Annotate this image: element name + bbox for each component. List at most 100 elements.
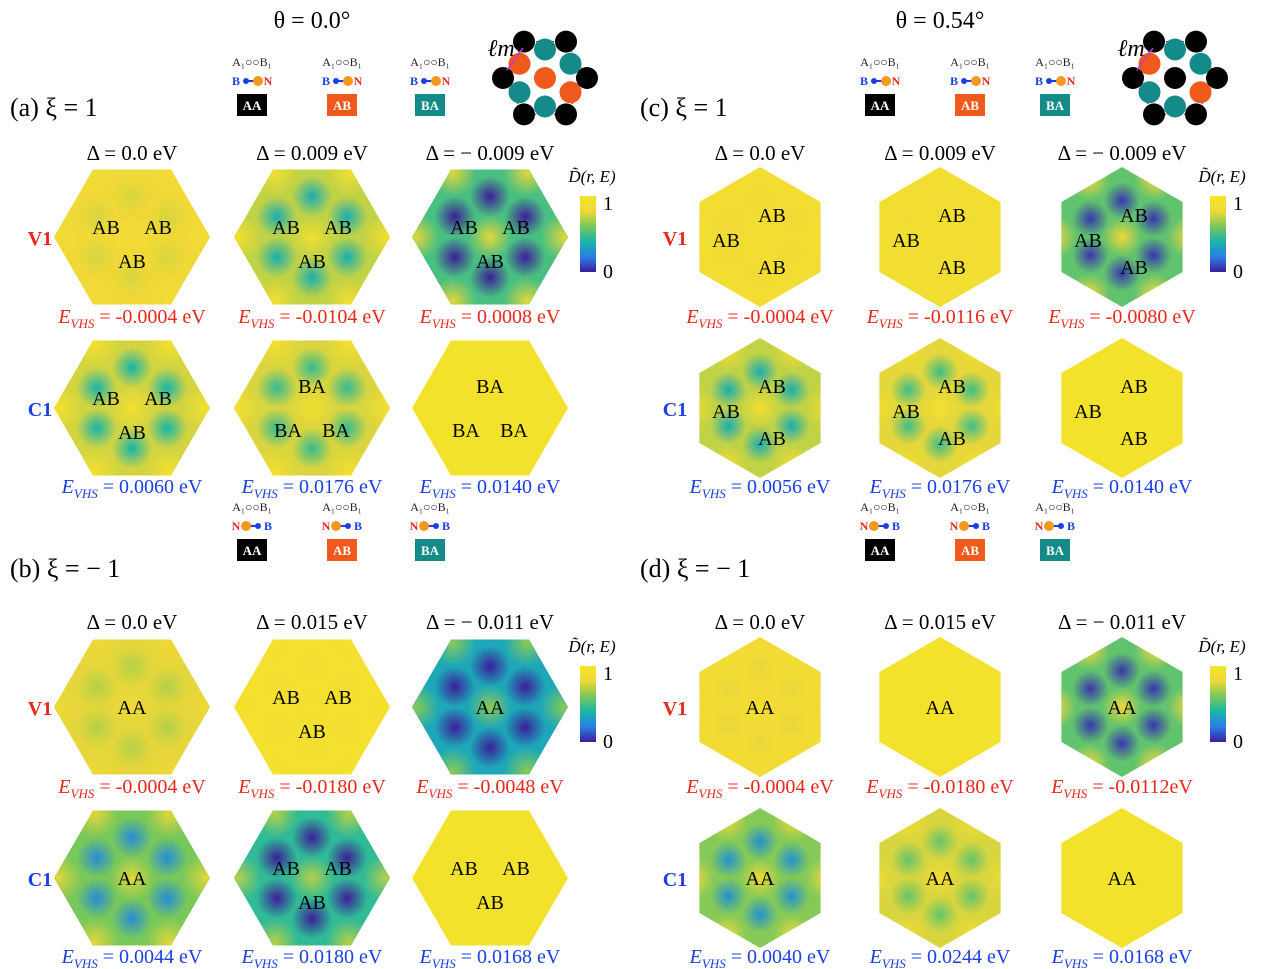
svg-text:N: N (410, 519, 419, 533)
ldos-map (1061, 338, 1183, 478)
evhs-label: EVHS = 0.0044 eV (61, 946, 203, 969)
ldos-low-spot (76, 237, 118, 278)
stacking-box (327, 94, 357, 116)
ldos-low-spot (1135, 670, 1172, 707)
evhs-label: EVHS = -0.0104 eV (237, 306, 386, 331)
ldos-low-spot (890, 237, 927, 274)
stacking-box (237, 539, 267, 561)
ldos-high-spot (290, 685, 334, 729)
stacking-region-label: AB (1074, 401, 1102, 423)
stacking-box (955, 539, 985, 561)
ldos-low-spot (291, 646, 333, 687)
ldos-low-spot (710, 200, 747, 237)
stacking-region-label: AA (926, 697, 955, 719)
stacking-box (415, 539, 445, 561)
ldos-high-spot (699, 686, 715, 728)
lattice-legend: A₁○○B₁ (1035, 500, 1075, 514)
svg-text:N: N (442, 74, 451, 88)
ldos-low-spot (256, 837, 298, 878)
ldos-low-spot (76, 196, 118, 237)
ldos-low-spot (146, 196, 188, 237)
ldos-high-spot (182, 683, 210, 731)
stacking-box-label: AA (871, 98, 890, 113)
stacking-region-label: AB (324, 687, 352, 709)
ldos-low-spot (710, 371, 747, 408)
ldos-low-spot (111, 898, 153, 939)
lattice-legend: A₁○○B₁ (1035, 55, 1075, 69)
ldos-high-spot (1102, 687, 1142, 727)
colorbar-min-label: 0 (1233, 731, 1243, 753)
ldos-low-spot (1072, 670, 1109, 707)
stacking-region-label: BA (298, 376, 326, 398)
stacking-region-label: AB (1074, 230, 1102, 252)
svg-text:B: B (232, 74, 240, 88)
stacking-region-label: AB (298, 251, 326, 273)
ldos-low-spot (291, 898, 333, 939)
ldos-low-spot (111, 347, 153, 388)
stacking-box (237, 94, 267, 116)
ldos-map (234, 639, 390, 775)
ldos-map (54, 639, 210, 775)
stacking-region-label: AB (1120, 257, 1148, 279)
ldos-low-spot (256, 237, 298, 278)
svg-text:B: B (892, 519, 900, 533)
delta-label: Δ = − 0.009 eV (1058, 141, 1187, 165)
ldos-low-spot (291, 347, 333, 388)
ldos-high-spot (540, 213, 568, 261)
ldos-high-spot (468, 685, 512, 729)
ldos-low-spot (326, 707, 368, 748)
ldos-low-spot (741, 255, 779, 292)
lattice-legend: A₁○○B₁ (410, 55, 450, 69)
stacking-box (1040, 94, 1070, 116)
ldos-low-spot (1135, 200, 1172, 237)
ldos-high-spot (182, 854, 210, 902)
svg-text:B: B (1035, 74, 1043, 88)
stacking-region-label: AB (758, 205, 786, 227)
ldos-high-spot (705, 338, 748, 372)
moire-lattice-inset: ℓm (487, 30, 598, 126)
colorbar-title: D̃(r, E) (1197, 637, 1246, 656)
ldos-low-spot (890, 408, 927, 445)
lattice-legend: A₁○○B₁ (860, 55, 900, 69)
stacking-region-label: AB (502, 858, 530, 880)
delta-label: Δ = 0.015 eV (256, 610, 368, 634)
ldos-low-spot (1103, 652, 1141, 689)
stacking-box-label: AB (961, 98, 979, 113)
ldos-low-spot (1135, 237, 1172, 274)
ldos-low-spot (890, 200, 927, 237)
ldos-high-spot (805, 216, 821, 258)
stacking-region-label: BA (452, 420, 480, 442)
colorbar-min-label: 0 (603, 261, 613, 283)
stacking-region-label: AA (1108, 697, 1137, 719)
ldos-high-spot (1061, 686, 1077, 728)
ldos-high-spot (885, 338, 928, 372)
stacking-box (865, 94, 895, 116)
row-label: V1 (663, 698, 687, 720)
stacking-region-label: AB (938, 205, 966, 227)
ldos-map (54, 810, 210, 946)
ldos-low-spot (146, 878, 188, 919)
delta-label: Δ = 0.009 eV (256, 141, 368, 165)
ldos-high-spot (540, 683, 568, 731)
evhs-label: EVHS = 0.0176 eV (241, 476, 383, 501)
ldos-high-spot (985, 216, 1001, 258)
stacking-box-label: BA (421, 543, 440, 558)
svg-text:B: B (950, 74, 958, 88)
ldos-low-spot (469, 176, 511, 217)
ldos-high-spot (1167, 686, 1183, 728)
stacking-region-label: AA (746, 868, 775, 890)
ldos-low-spot (146, 237, 188, 278)
svg-text:N: N (1067, 74, 1076, 88)
evhs-label: EVHS = 0.0180 eV (241, 946, 383, 969)
ldos-low-spot (741, 182, 779, 219)
svg-text:B: B (442, 519, 450, 533)
ldos-high-spot (1067, 637, 1110, 671)
ldos-low-spot (1103, 255, 1141, 292)
ldos-high-spot (705, 637, 748, 671)
evhs-label: EVHS = 0.0176 eV (869, 476, 1011, 501)
